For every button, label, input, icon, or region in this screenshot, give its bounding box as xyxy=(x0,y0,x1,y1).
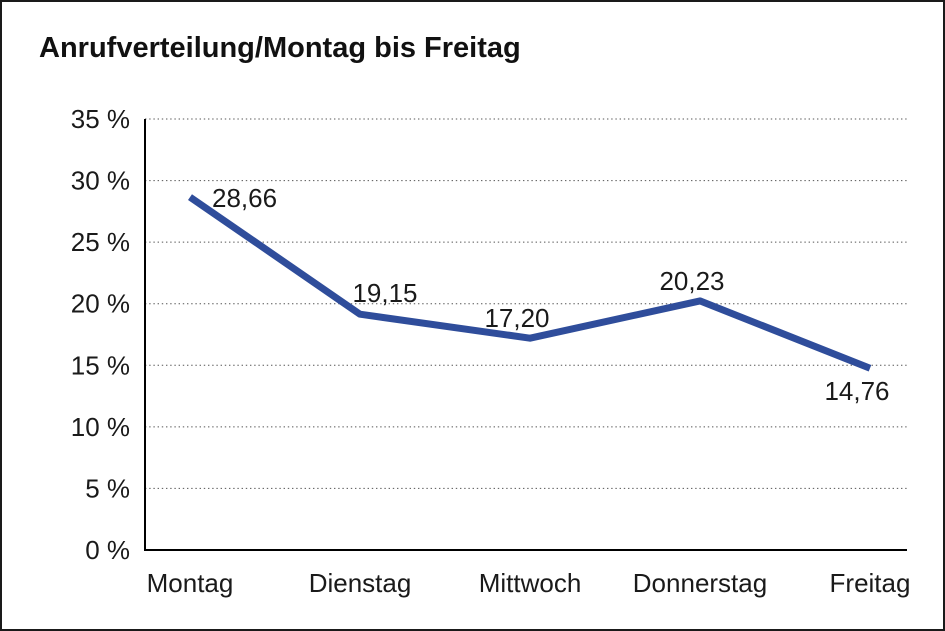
y-axis-tick-label: 15 % xyxy=(71,350,130,380)
y-axis-tick-label: 30 % xyxy=(71,166,130,196)
x-axis-category-label: Donnerstag xyxy=(633,568,767,598)
y-axis-tick-label: 0 % xyxy=(85,535,130,565)
x-axis-category-label: Dienstag xyxy=(309,568,412,598)
y-axis-tick-label: 25 % xyxy=(71,227,130,257)
data-point-label: 20,23 xyxy=(659,266,724,296)
data-point-label: 14,76 xyxy=(824,376,889,406)
x-axis-category-label: Montag xyxy=(147,568,234,598)
y-axis-tick-label: 20 % xyxy=(71,289,130,319)
y-axis-tick-label: 35 % xyxy=(71,104,130,134)
data-point-label: 28,66 xyxy=(212,183,277,213)
data-point-label: 17,20 xyxy=(484,303,549,333)
chart-title: Anrufverteilung/Montag bis Freitag xyxy=(39,32,521,64)
y-axis-tick-label: 5 % xyxy=(85,473,130,503)
x-axis-category-label: Mittwoch xyxy=(479,568,582,598)
y-axis-tick-label: 10 % xyxy=(71,412,130,442)
data-point-label: 19,15 xyxy=(352,278,417,308)
x-axis-category-label: Freitag xyxy=(830,568,911,598)
series-line xyxy=(188,194,872,372)
